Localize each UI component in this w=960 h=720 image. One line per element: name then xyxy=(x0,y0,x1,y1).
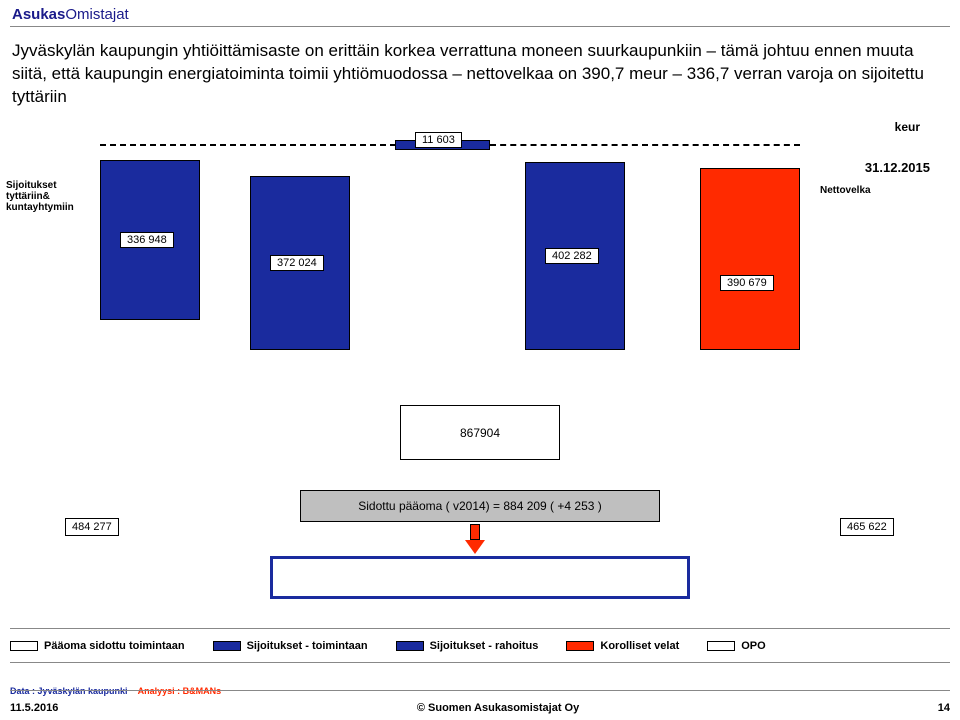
nettovelka-label: Nettovelka xyxy=(820,185,871,196)
sidottu-curr-text: Sidottu pääoma ( v2015) = 867 904 ( - 16… xyxy=(319,569,640,586)
brand-logo: AsukasOmistajat xyxy=(12,6,129,23)
unit-label: keur xyxy=(895,120,920,134)
waterfall-chart: Sijoitukset tyttäriin& kuntayhtymiin 31.… xyxy=(0,140,960,400)
footer-divider xyxy=(10,690,950,691)
bar-1-label: 336 948 xyxy=(120,232,174,248)
bar-4-label: 390 679 xyxy=(720,275,774,291)
source-data: Data : Jyväskylän kaupunki xyxy=(10,686,128,696)
legend-label: Pääoma sidottu toimintaan xyxy=(44,640,185,652)
dash-line xyxy=(490,144,800,146)
bar-2-label: 372 024 xyxy=(270,255,324,271)
footer-copy: © Suomen Asukasomistajat Oy xyxy=(417,702,579,714)
header-divider xyxy=(10,26,950,27)
brand-part2: Omistajat xyxy=(65,6,128,23)
legend-swatch xyxy=(396,641,424,651)
dash-line xyxy=(100,144,396,146)
bar-4 xyxy=(700,168,800,350)
down-arrow-icon xyxy=(470,524,480,540)
legend-item: Sijoitukset - toimintaan xyxy=(213,640,368,652)
legend-item: OPO xyxy=(707,640,765,652)
sidottu-prev-box: Sidottu pääoma ( v2014) = 884 209 ( +4 2… xyxy=(300,490,660,522)
legend-swatch xyxy=(707,641,735,651)
footer-page: 14 xyxy=(938,702,950,714)
legend-swatch xyxy=(566,641,594,651)
legend: Pääoma sidottu toimintaan Sijoitukset - … xyxy=(10,640,950,652)
legend-swatch xyxy=(10,641,38,651)
legend-item: Korolliset velat xyxy=(566,640,679,652)
page-footer: 11.5.2016 © Suomen Asukasomistajat Oy 14 xyxy=(10,702,950,714)
y-axis-label: Sijoitukset tyttäriin& kuntayhtymiin xyxy=(6,180,74,213)
brand-part1: Asukas xyxy=(12,6,65,23)
legend-item: Pääoma sidottu toimintaan xyxy=(10,640,185,652)
legend-label: Korolliset velat xyxy=(600,640,679,652)
legend-divider-bot xyxy=(10,662,950,663)
sidottu-curr-box: Sidottu pääoma ( v2015) = 867 904 ( - 16… xyxy=(270,556,690,599)
legend-divider-top xyxy=(10,628,950,629)
topbar-label: 11 603 xyxy=(415,132,462,148)
legend-label: Sijoitukset - rahoitus xyxy=(430,640,539,652)
right-value: 465 622 xyxy=(840,518,894,536)
left-value: 484 277 xyxy=(65,518,119,536)
source-line: Data : Jyväskylän kaupunki Analyysi : B&… xyxy=(10,686,221,696)
page-title: Jyväskylän kaupungin yhtiöittämisaste on… xyxy=(12,40,948,109)
bar-3-label: 402 282 xyxy=(545,248,599,264)
chart-date: 31.12.2015 xyxy=(865,160,930,175)
legend-label: Sijoitukset - toimintaan xyxy=(247,640,368,652)
legend-item: Sijoitukset - rahoitus xyxy=(396,640,539,652)
legend-label: OPO xyxy=(741,640,765,652)
legend-swatch xyxy=(213,641,241,651)
footer-date: 11.5.2016 xyxy=(10,702,58,714)
source-analysis: Analyysi : B&MANs xyxy=(138,686,222,696)
sidottu-section: Sidottu pääoma ( v2014) = 884 209 ( +4 2… xyxy=(0,490,960,600)
mid-value-box: 867904 xyxy=(400,405,560,460)
